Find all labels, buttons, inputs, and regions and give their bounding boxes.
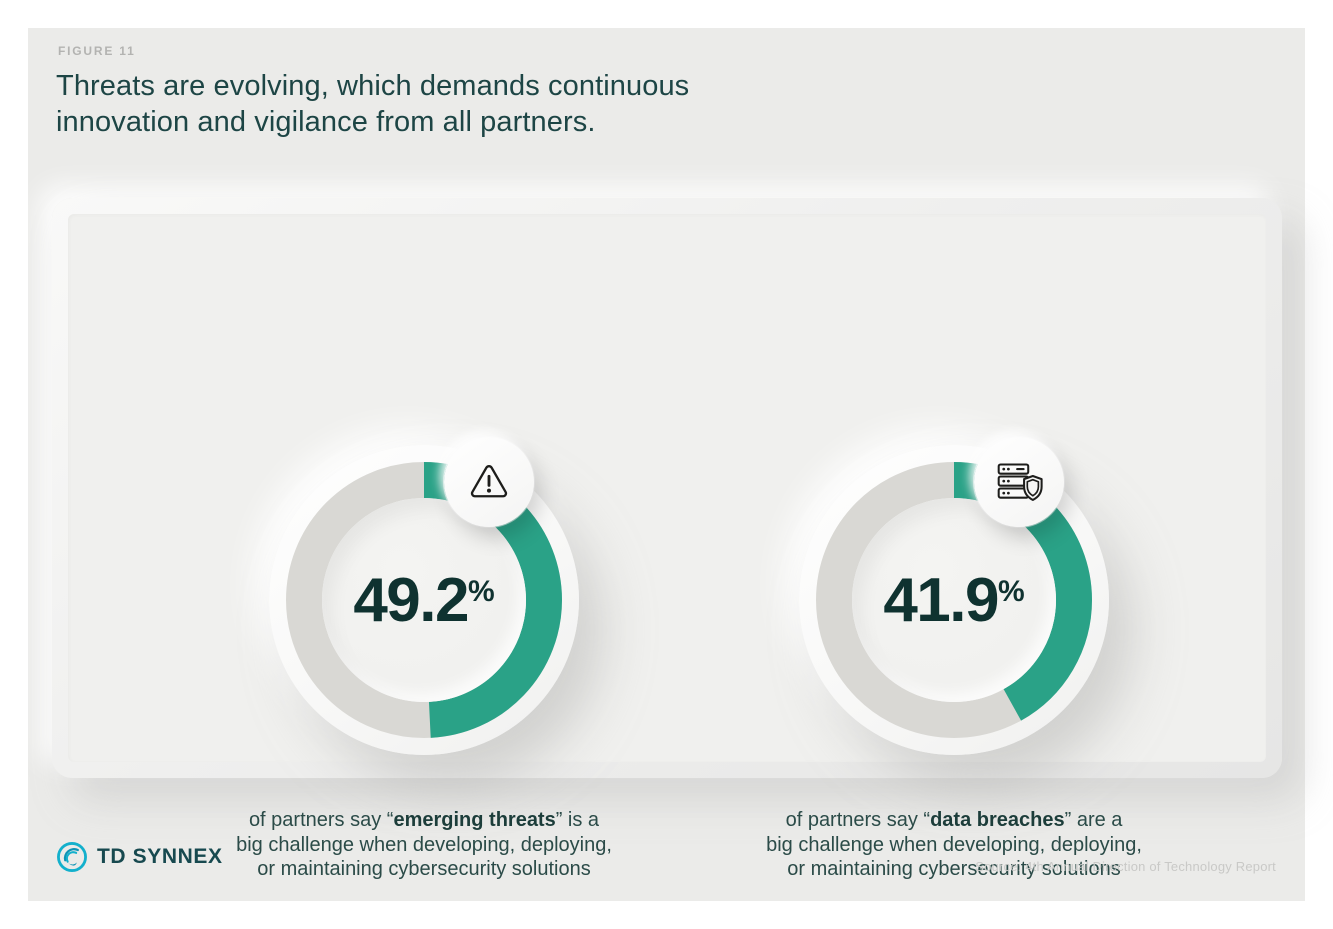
page-title: Threats are evolving, which demands cont… xyxy=(56,68,776,140)
caption-line-3: or maintaining cybersecurity solutions xyxy=(787,858,1121,880)
caption-bold-term: emerging threats xyxy=(393,809,556,831)
caption-line-3: or maintaining cybersecurity solutions xyxy=(257,858,591,880)
td-synnex-logo-icon xyxy=(57,842,87,872)
caption-line-1: of partners say “data breaches” are a xyxy=(734,808,1174,833)
donut-center: 49.2% xyxy=(322,498,526,702)
server-shield-icon xyxy=(997,463,1043,501)
caption-bold-term: data breaches xyxy=(930,809,1065,831)
donut-ring xyxy=(286,462,562,738)
caption-line-1: of partners say “emerging threats” is a xyxy=(204,808,644,833)
stat-caption: of partners say “emerging threats” is a … xyxy=(204,808,644,882)
donut-chart-emerging-threats: 49.2% xyxy=(269,437,579,755)
stat-emerging-threats: 49.2% of partners say “emerging threats”… xyxy=(204,437,644,920)
icon-badge xyxy=(974,437,1064,527)
warning-triangle-icon xyxy=(470,465,508,498)
stat-value: 49.2 xyxy=(353,565,469,635)
donut-value-arc xyxy=(816,462,1092,738)
caption-suffix: ” is a xyxy=(555,809,600,831)
donut-ring xyxy=(816,462,1092,738)
stat-value: 41.9 xyxy=(883,565,999,635)
caption-prefix: of partners say “ xyxy=(248,809,394,831)
stat-value-row: 41.9% xyxy=(883,565,1024,636)
page-title-line-2: innovation and vigilance from all partne… xyxy=(56,106,596,138)
donut-chart-data-breaches: 41.9% xyxy=(799,437,1109,755)
source-attribution: Source: 4th Annual Direction of Technolo… xyxy=(975,859,1276,874)
caption-suffix: ” are a xyxy=(1064,809,1123,831)
caption-prefix: of partners say “ xyxy=(785,809,931,831)
donut-center: 41.9% xyxy=(852,498,1056,702)
td-synnex-logo-text: TD SYNNEX xyxy=(97,845,223,868)
page-title-line-1: Threats are evolving, which demands cont… xyxy=(56,70,690,102)
stat-value-row: 49.2% xyxy=(353,565,494,636)
td-synnex-logo: TD SYNNEX xyxy=(56,841,223,873)
stat-caption: of partners say “data breaches” are a bi… xyxy=(734,808,1174,882)
stats-card: 49.2% of partners say “emerging threats”… xyxy=(52,198,1282,880)
donut-value-arc xyxy=(286,462,562,738)
gray-canvas: FIGURE 11 Threats are evolving, which de… xyxy=(28,28,1305,901)
icon-badge xyxy=(444,437,534,527)
percent-sign: % xyxy=(467,574,495,608)
stat-data-breaches: 41.9% xyxy=(734,437,1174,920)
caption-line-2: big challenge when developing, deploying… xyxy=(236,833,612,856)
figure-label: FIGURE 11 xyxy=(58,44,136,58)
percent-sign: % xyxy=(997,574,1025,608)
caption-line-2: big challenge when developing, deploying… xyxy=(766,833,1142,856)
